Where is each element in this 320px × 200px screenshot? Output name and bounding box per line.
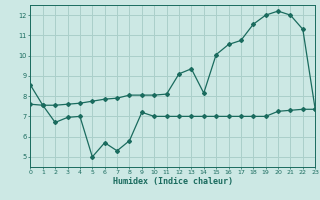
X-axis label: Humidex (Indice chaleur): Humidex (Indice chaleur) [113,177,233,186]
